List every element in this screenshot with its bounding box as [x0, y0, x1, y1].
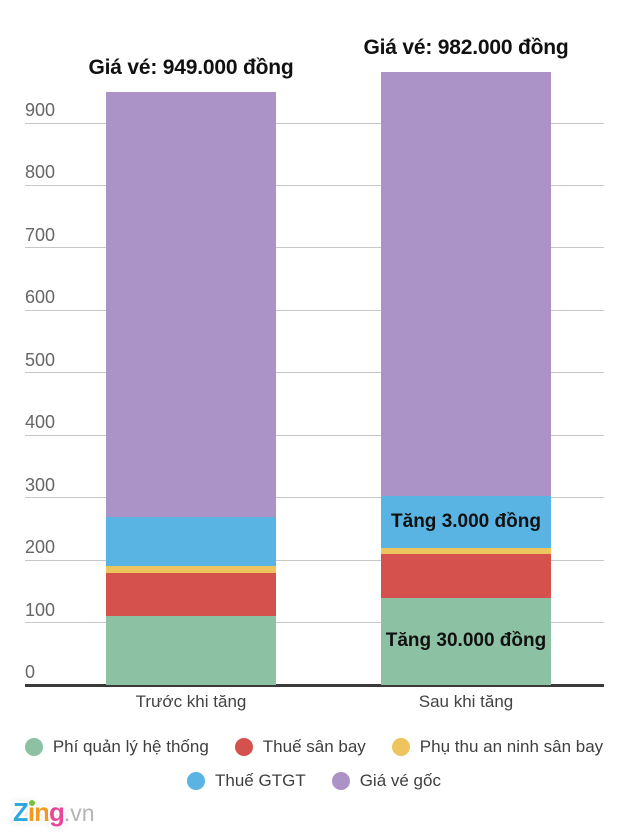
- gridline-100: [25, 622, 604, 624]
- legend-label: Phí quản lý hệ thống: [52, 737, 209, 756]
- legend-row-1: Thuế GTGT Giá vé gốc: [187, 771, 441, 791]
- logo-letter-g: g: [49, 797, 65, 827]
- zing-logo: Zi ng.vn: [13, 797, 95, 828]
- x-tick-label-after: Sau khi tăng: [418, 692, 514, 711]
- x-axis-line: [25, 684, 604, 687]
- legend-item-3: Thuế GTGT: [187, 771, 306, 791]
- y-tick-label: 600: [25, 287, 56, 308]
- logo-letter-n: n: [34, 797, 50, 827]
- legend-swatch-icon: [24, 738, 43, 756]
- bar-annotation-0: Tăng 3.000 đồng: [391, 511, 541, 533]
- legend-label: Giá vé gốc: [359, 771, 441, 790]
- bar-segment-after-4: [381, 71, 551, 497]
- bar-annotation-1: Tăng 30.000 đồng: [385, 630, 547, 652]
- y-tick-label: 800: [25, 162, 56, 183]
- gridline-400: [25, 434, 604, 436]
- legend-swatch-icon: [234, 738, 253, 756]
- bar-segment-before-0: [106, 616, 276, 685]
- bar-title-before: Giá vé: 949.000 đồng: [88, 56, 294, 80]
- gridline-700: [25, 247, 604, 249]
- legend-row-0: Phí quản lý hệ thống Thuế sân bay Phụ thu …: [24, 737, 604, 757]
- bar-segment-before-1: [106, 572, 276, 617]
- zing-logo-letters: Zi ng: [13, 797, 65, 827]
- y-tick-label: 700: [25, 224, 56, 245]
- gridline-600: [25, 309, 604, 311]
- bar-segment-after-1: [381, 553, 551, 598]
- chart-legend: Phí quản lý hệ thống Thuế sân bay Phụ thu …: [0, 737, 628, 791]
- y-tick-label: 100: [25, 599, 56, 620]
- gridline-300: [25, 497, 604, 499]
- legend-item-4: Giá vé gốc: [331, 771, 441, 791]
- logo-letter-i: i: [27, 797, 35, 827]
- y-tick-label: 500: [25, 349, 56, 370]
- legend-label: Phụ thu an ninh sân bay: [419, 737, 604, 756]
- zing-logo-suffix: .vn: [63, 800, 95, 826]
- gridline-900: [25, 122, 604, 124]
- logo-i-dot: [28, 800, 35, 806]
- y-tick-label: 900: [25, 100, 56, 121]
- gridline-800: [25, 184, 604, 186]
- x-tick-label-before: Trước khi tăng: [135, 692, 247, 711]
- legend-swatch-icon: [187, 772, 206, 790]
- bar-segment-after-3: [381, 496, 551, 548]
- legend-item-0: Phí quản lý hệ thống: [24, 737, 209, 757]
- gridline-500: [25, 372, 604, 374]
- y-tick-label: 400: [25, 412, 56, 433]
- y-tick-label: 300: [25, 474, 56, 495]
- bar-segment-after-2: [381, 547, 551, 554]
- y-tick-label: 200: [25, 537, 56, 558]
- gridline-200: [25, 559, 604, 561]
- y-tick-label: 0: [25, 662, 36, 682]
- bar-segment-before-4: [106, 92, 276, 518]
- bar-title-after: Giá vé: 982.000 đồng: [363, 35, 569, 59]
- legend-item-2: Phụ thu an ninh sân bay: [391, 737, 604, 757]
- legend-label: Thuế sân bay: [262, 737, 366, 756]
- legend-swatch-icon: [391, 738, 410, 756]
- bar-segment-before-2: [106, 566, 276, 573]
- legend-item-1: Thuế sân bay: [234, 737, 366, 757]
- bar-segment-before-3: [106, 517, 276, 567]
- logo-letter-Z: Z: [13, 797, 29, 827]
- legend-label: Thuế GTGT: [215, 771, 306, 790]
- bar-segment-after-0: [381, 597, 551, 685]
- legend-swatch-icon: [331, 772, 350, 790]
